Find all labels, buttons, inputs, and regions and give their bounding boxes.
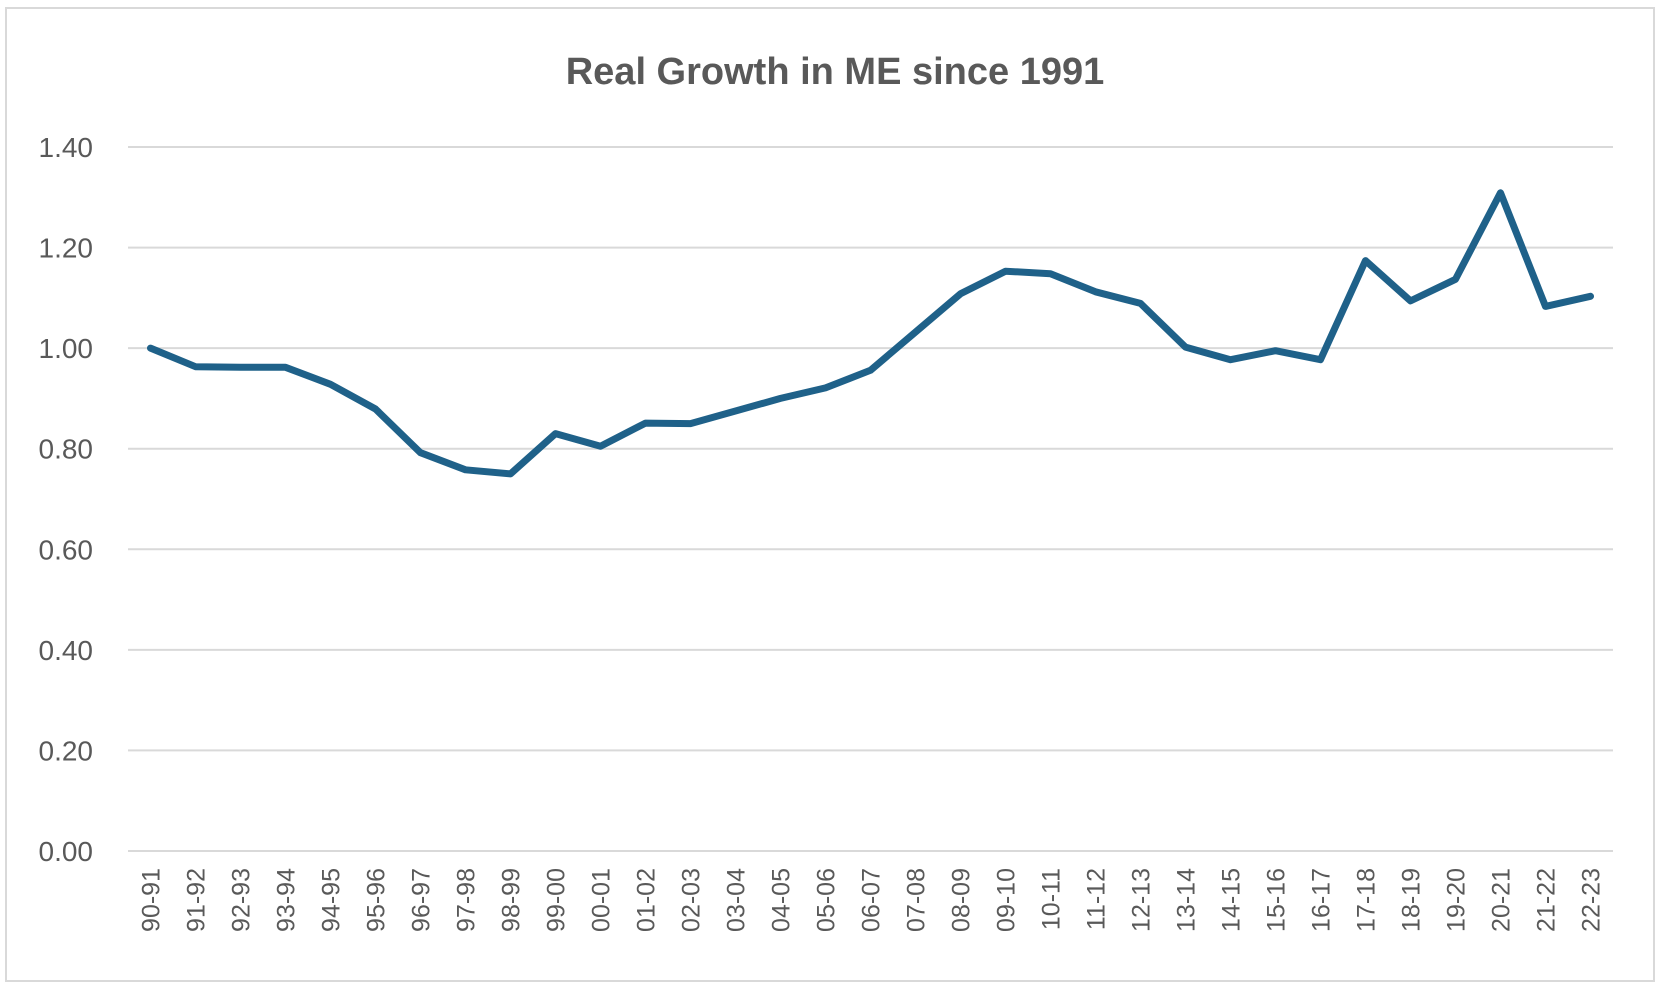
x-tick-label: 94-95 [318, 868, 346, 932]
x-tick-label: 93-94 [273, 868, 301, 932]
gridlines [128, 146, 1613, 852]
y-axis-tick-labels: 0.00 0.20 0.40 0.60 0.80 1.00 1.20 1.40 [39, 132, 94, 867]
x-tick-label: 04-05 [768, 868, 796, 932]
x-tick-label: 11-12 [1083, 868, 1111, 930]
x-tick-label: 05-06 [813, 868, 841, 932]
x-tick-label: 15-16 [1263, 868, 1291, 932]
y-tick-label: 0.40 [39, 635, 94, 666]
y-tick-label: 0.80 [39, 434, 94, 465]
y-tick-label: 0.20 [39, 735, 94, 766]
x-tick-label: 96-97 [408, 868, 436, 932]
x-tick-label: 20-21 [1488, 868, 1516, 932]
y-tick-label: 1.20 [39, 233, 94, 264]
x-tick-label: 08-09 [948, 868, 976, 932]
chart-title: Real Growth in ME since 1991 [566, 51, 1105, 93]
x-tick-label: 09-10 [993, 868, 1021, 932]
x-tick-label: 00-01 [588, 868, 616, 932]
x-tick-label: 16-17 [1308, 868, 1336, 932]
x-tick-label: 07-08 [903, 868, 931, 932]
x-tick-label: 19-20 [1443, 868, 1471, 932]
x-tick-label: 91-92 [183, 868, 211, 932]
x-tick-label: 98-99 [498, 868, 526, 932]
x-tick-label: 22-23 [1578, 868, 1606, 932]
series-line [147, 189, 1594, 478]
x-tick-label: 21-22 [1533, 868, 1561, 932]
y-tick-label: 1.00 [39, 333, 94, 364]
x-tick-label: 99-00 [543, 868, 571, 932]
x-tick-label: 18-19 [1398, 868, 1426, 932]
y-tick-label: 0.60 [39, 534, 94, 565]
x-tick-label: 13-14 [1173, 868, 1201, 932]
x-tick-label: 01-02 [633, 868, 661, 932]
x-tick-label: 03-04 [723, 868, 751, 932]
x-tick-label: 17-18 [1353, 868, 1381, 932]
series-layer [147, 189, 1594, 478]
x-tick-label: 97-98 [453, 868, 481, 932]
x-tick-label: 90-91 [138, 868, 166, 932]
x-tick-label: 92-93 [228, 868, 256, 932]
y-tick-label: 0.00 [39, 836, 94, 867]
y-tick-label: 1.40 [39, 132, 94, 163]
x-axis-tick-labels: 90-91 91-92 92-93 93-94 94-95 95-96 96-97 97-98… [138, 868, 1606, 932]
x-tick-label: 14-15 [1218, 868, 1246, 932]
x-tick-label: 12-13 [1128, 868, 1156, 932]
x-tick-label: 06-07 [858, 868, 886, 932]
chart-frame [5, 7, 1655, 982]
x-tick-label: 95-96 [363, 868, 391, 932]
x-tick-label: 02-03 [678, 868, 706, 932]
x-tick-label: 10-11 [1038, 868, 1066, 930]
